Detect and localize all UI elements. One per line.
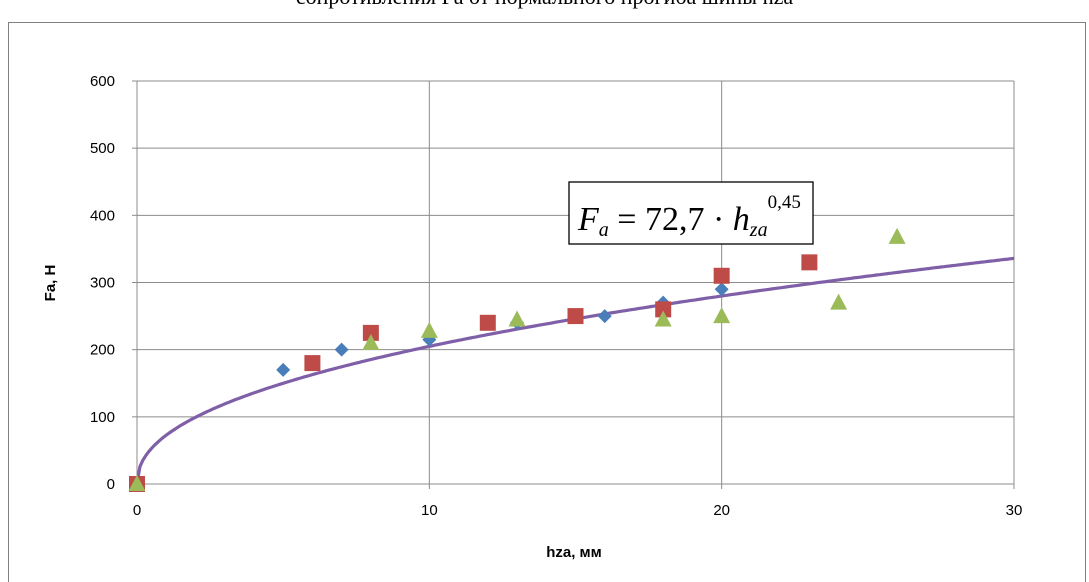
x-tick-label: 30 (1006, 502, 1023, 519)
y-tick-label: 600 (90, 73, 115, 90)
triangle-marker (420, 321, 438, 338)
square-marker (479, 314, 496, 331)
axes (132, 80, 1015, 489)
eq-power: 0,45 (768, 192, 801, 213)
triangle-marker (508, 310, 526, 327)
equation-frame (568, 181, 814, 245)
scatter-chart: 0 100 200 300 400 500 600 0 10 20 30 hza, мм Fa, … (42, 73, 1023, 561)
square-marker (567, 308, 584, 325)
y-tick-label: 200 (90, 342, 115, 359)
caption-text: сопротивления Fa от нормального прогиба … (296, 0, 793, 9)
eq-mid: = 72,7 · (609, 201, 733, 238)
chart-frame (8, 22, 1086, 582)
square-marker (655, 301, 672, 318)
y-tick-labels: 0 100 200 300 400 500 600 (90, 73, 115, 493)
eq-rhs: h (733, 201, 750, 238)
diamond-marker (714, 282, 729, 297)
equation-text: Fa = 72,7 · hza0,45 (577, 192, 801, 241)
x-tick-label: 10 (421, 502, 438, 519)
square-marker (304, 355, 321, 372)
y-tick-label: 400 (90, 207, 115, 224)
diamond-marker (276, 362, 291, 377)
square-marker (362, 324, 379, 341)
y-tick-label: 500 (90, 140, 115, 157)
eq-lhs: F (577, 201, 600, 238)
diamond-marker (597, 309, 612, 324)
trend-curve (135, 256, 1015, 485)
triangle-marker (713, 307, 731, 324)
y-tick-label: 300 (90, 275, 115, 292)
x-tick-label: 0 (133, 502, 141, 519)
figure-caption: сопротивления Fa от нормального прогиба … (0, 0, 1089, 10)
y-tick-label: 100 (90, 409, 115, 426)
eq-rhs-sub: za (749, 219, 768, 241)
equation-box: Fa = 72,7 · hza0,45 (568, 181, 814, 245)
x-tick-label: 20 (713, 502, 730, 519)
y-axis-title: Fa, Н (42, 265, 59, 302)
trendline (135, 256, 1015, 485)
eq-lhs-sub: a (599, 219, 609, 241)
grid-lines (137, 80, 1015, 484)
triangle-marker (888, 227, 906, 244)
diamond-marker (334, 342, 349, 357)
triangle-marker (362, 333, 380, 350)
triangle-marker (830, 293, 848, 310)
square-marker (801, 254, 818, 271)
square-marker (713, 267, 730, 284)
triangle-marker (654, 310, 672, 327)
triangle-marker (128, 475, 146, 491)
x-tick-labels: 0 10 20 30 (133, 502, 1023, 519)
x-axis-title: hza, мм (546, 544, 602, 561)
y-tick-label: 0 (107, 476, 115, 493)
data-points (128, 227, 906, 492)
